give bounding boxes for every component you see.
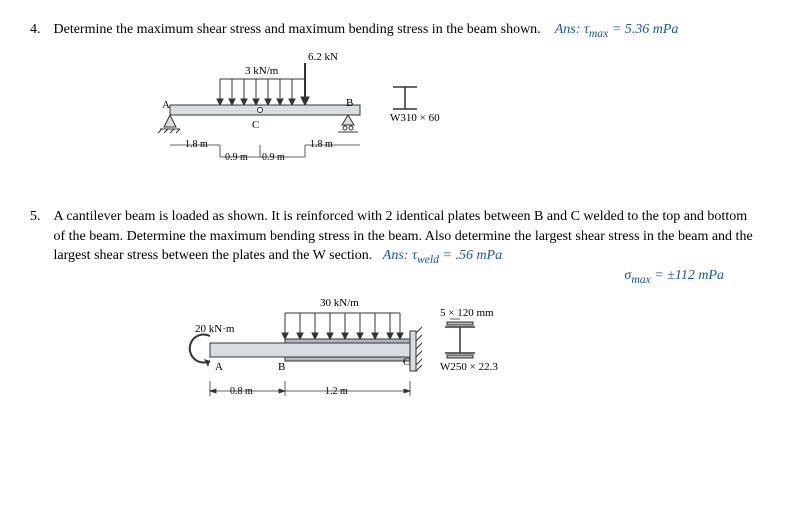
fig4-ptC: C [252,119,259,131]
fig4-ptA: A [162,99,170,111]
fig4-dim1: 1.8 m [185,139,208,150]
fig4-dim4: 1.8 m [310,139,333,150]
fig5-section: W250 × 22.3 [440,361,498,373]
fig5-ptC: C [403,356,410,368]
fig5-dim1: 0.8 m [230,386,253,397]
problem-4-text: 4. Determine the maximum shear stress an… [30,20,764,42]
problem-4-number: 4. [30,20,50,40]
problem-4-ans: τmax = 5.36 mPa [584,22,679,37]
fig5-dim2: 1.2 m [325,386,348,397]
problem-5-ans1: τweld = .56 mPa [412,248,502,263]
problem-5-ans-label: Ans: [383,248,409,263]
fig4-ptB: B [346,97,353,109]
fig5-plate: 5 × 120 mm [440,307,494,319]
problem-4: 4. Determine the maximum shear stress an… [30,20,764,177]
fig5-ptB: B [278,361,285,373]
fig4-point-load: 6.2 kN [308,51,338,63]
fig4-dist-load: 3 kN/m [245,65,278,77]
problem-5-figure: 30 kN/m 20 kN·m 5 × 120 mm W250 × 22.3 A… [150,301,570,411]
problem-4-figure: 6.2 kN 3 kN/m W310 × 60 A B C 1.8 m 0.9 … [150,57,550,177]
problem-4-body: Determine the maximum shear stress and m… [54,20,754,42]
problem-4-statement: Determine the maximum shear stress and m… [54,22,541,37]
fig4-dim3: 0.9 m [262,152,285,163]
problem-5-body: A cantilever beam is loaded as shown. It… [54,207,754,268]
problem-5-text: 5. A cantilever beam is loaded as shown.… [30,207,764,268]
fig4-section: W310 × 60 [390,112,440,124]
problem-5: 5. A cantilever beam is loaded as shown.… [30,207,764,411]
problem-5-ans2: σmax = ±112 mPa [30,268,724,286]
problem-5-number: 5. [30,207,50,227]
fig4-dim2: 0.9 m [225,152,248,163]
fig5-moment: 20 kN·m [195,323,234,335]
fig5-dist-load: 30 kN/m [320,297,359,309]
fig5-ptA: A [215,361,223,373]
problem-4-ans-label: Ans: [555,22,581,37]
